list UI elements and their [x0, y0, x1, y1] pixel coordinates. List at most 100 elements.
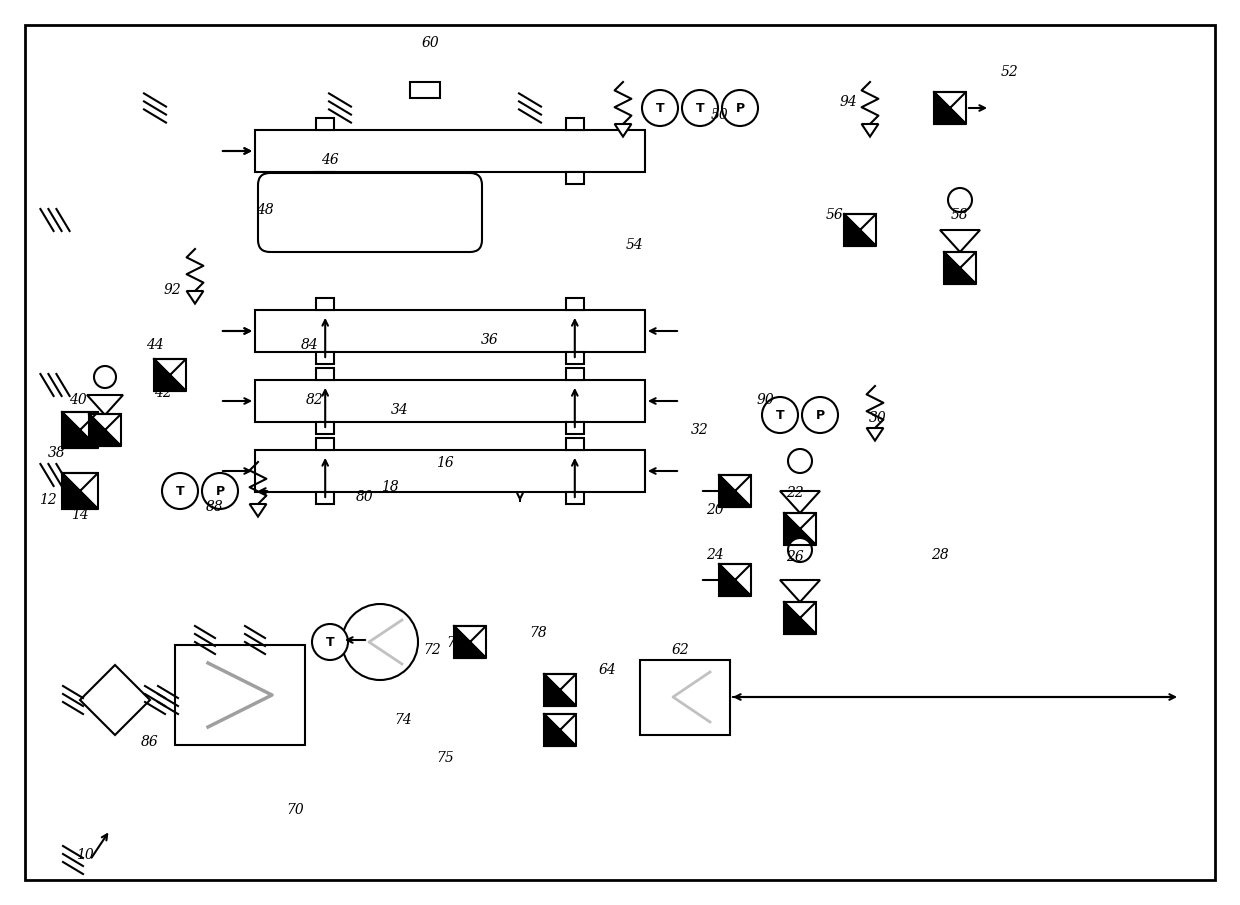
Text: 46: 46: [321, 153, 339, 167]
Circle shape: [94, 366, 117, 388]
Text: 76: 76: [446, 636, 464, 650]
Bar: [410, 82, 440, 98]
FancyBboxPatch shape: [258, 173, 482, 252]
Text: 88: 88: [206, 500, 224, 514]
Polygon shape: [615, 124, 631, 137]
Polygon shape: [544, 674, 577, 706]
Text: 50: 50: [711, 108, 729, 122]
Polygon shape: [719, 475, 751, 507]
Text: 70: 70: [286, 803, 304, 817]
Bar: [255, 130, 645, 172]
Text: P: P: [735, 101, 744, 115]
Bar: [565, 172, 584, 184]
Bar: [565, 118, 584, 130]
Polygon shape: [154, 359, 186, 391]
Polygon shape: [62, 473, 98, 509]
Text: 24: 24: [706, 548, 724, 562]
Bar: [316, 422, 335, 434]
Bar: [565, 438, 584, 450]
Text: 64: 64: [598, 663, 616, 677]
Circle shape: [949, 188, 972, 212]
Polygon shape: [62, 412, 98, 448]
Polygon shape: [844, 214, 875, 246]
Text: 92: 92: [164, 283, 181, 297]
Text: T: T: [656, 101, 665, 115]
Polygon shape: [81, 665, 150, 735]
Polygon shape: [454, 626, 486, 658]
Polygon shape: [784, 513, 816, 545]
Bar: [255, 310, 645, 352]
Text: 32: 32: [691, 423, 709, 437]
Polygon shape: [62, 412, 98, 448]
Polygon shape: [784, 602, 816, 634]
Text: 38: 38: [48, 446, 66, 460]
Text: 34: 34: [391, 403, 409, 417]
Polygon shape: [784, 602, 816, 634]
Text: P: P: [816, 408, 825, 422]
Text: 72: 72: [423, 643, 441, 657]
Text: 12: 12: [40, 493, 57, 507]
Polygon shape: [544, 674, 577, 706]
Text: 20: 20: [706, 503, 724, 517]
Text: 52: 52: [1001, 65, 1019, 79]
Circle shape: [312, 624, 348, 660]
Polygon shape: [934, 92, 966, 124]
Circle shape: [642, 90, 678, 126]
Polygon shape: [784, 513, 816, 545]
Polygon shape: [249, 504, 267, 517]
Text: T: T: [326, 635, 335, 649]
Bar: [175, 645, 305, 745]
Text: 90: 90: [756, 393, 774, 407]
Text: 82: 82: [306, 393, 324, 407]
Text: 58: 58: [951, 208, 968, 222]
Bar: [316, 298, 335, 310]
Text: 18: 18: [381, 480, 399, 494]
Polygon shape: [186, 291, 203, 303]
Polygon shape: [719, 475, 751, 507]
Text: 78: 78: [529, 626, 547, 640]
Text: 54: 54: [626, 238, 644, 252]
Polygon shape: [544, 714, 577, 746]
Polygon shape: [89, 414, 122, 446]
Bar: [565, 368, 584, 380]
Text: 56: 56: [826, 208, 844, 222]
Bar: [316, 172, 335, 184]
Polygon shape: [719, 564, 751, 596]
Circle shape: [722, 90, 758, 126]
Circle shape: [787, 449, 812, 473]
Polygon shape: [87, 395, 123, 415]
Bar: [316, 492, 335, 504]
Polygon shape: [154, 359, 186, 391]
Circle shape: [162, 473, 198, 509]
Polygon shape: [867, 428, 883, 441]
Polygon shape: [62, 473, 98, 509]
Text: 16: 16: [436, 456, 454, 470]
Bar: [255, 380, 645, 422]
Text: 14: 14: [71, 508, 89, 522]
Circle shape: [202, 473, 238, 509]
Text: 28: 28: [931, 548, 949, 562]
Circle shape: [342, 604, 418, 680]
Circle shape: [682, 90, 718, 126]
Polygon shape: [944, 252, 976, 284]
Text: 40: 40: [69, 393, 87, 407]
Text: 60: 60: [422, 36, 439, 50]
Text: 74: 74: [394, 713, 412, 727]
Text: 86: 86: [141, 735, 159, 749]
Polygon shape: [944, 252, 976, 284]
Bar: [316, 438, 335, 450]
Circle shape: [763, 397, 799, 433]
Text: 62: 62: [671, 643, 689, 657]
Bar: [316, 352, 335, 364]
Text: 75: 75: [436, 751, 454, 765]
Text: 84: 84: [301, 338, 319, 352]
Text: 80: 80: [356, 490, 374, 504]
Circle shape: [802, 397, 838, 433]
Text: T: T: [176, 484, 185, 498]
Polygon shape: [544, 714, 577, 746]
Polygon shape: [454, 626, 486, 658]
Bar: [316, 368, 335, 380]
Text: 26: 26: [786, 550, 804, 564]
Text: T: T: [696, 101, 704, 115]
Polygon shape: [89, 414, 122, 446]
